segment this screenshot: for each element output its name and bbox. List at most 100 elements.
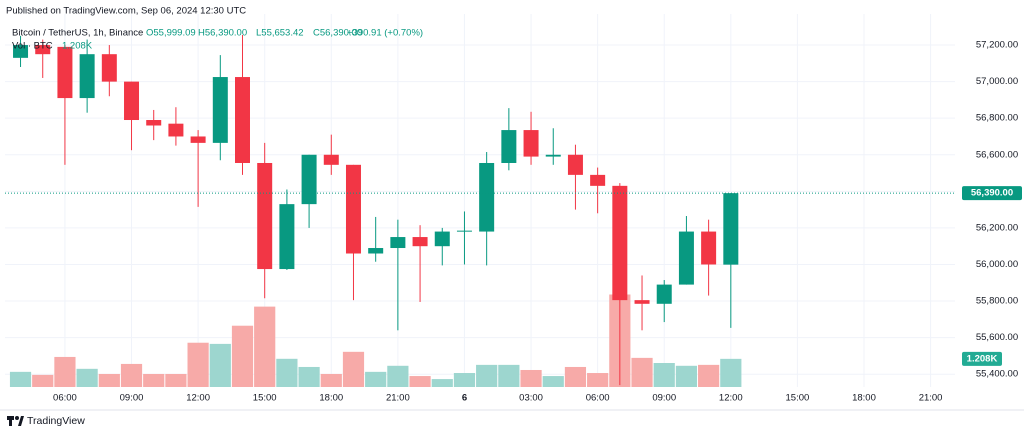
volume-bar (76, 368, 98, 387)
candle-body (701, 231, 717, 265)
volume-bar (298, 366, 320, 387)
x-tick-label: 18:00 (319, 393, 343, 404)
candle-body (456, 230, 472, 232)
candle-body (656, 284, 672, 304)
candle-body (678, 231, 694, 285)
x-tick-label: 12:00 (186, 393, 210, 404)
candle-body (212, 77, 228, 143)
symbol-title: Bitcoin / TetherUS, 1h, Binance (12, 28, 143, 39)
change-value: +390.91 (+0.70%) (347, 28, 423, 39)
volume-tag-label: 1.208K (967, 353, 998, 364)
candle-body (345, 164, 361, 254)
candle-layer (13, 34, 739, 386)
volume-bar (365, 371, 387, 387)
volume-bar (520, 369, 542, 387)
volume-bar (276, 358, 298, 387)
candle-body (57, 46, 73, 99)
candle-body (612, 185, 628, 301)
candle-body (323, 154, 339, 165)
low-value: L55,653.42 (256, 28, 304, 39)
x-tick-label: 06:00 (53, 393, 77, 404)
candle-body (301, 154, 317, 205)
y-tick-label: 57,200.00 (976, 40, 1018, 51)
candle-body (79, 54, 95, 99)
candle-body (146, 120, 162, 126)
candle-body (545, 154, 561, 157)
candle-body (168, 123, 184, 137)
volume-bar (120, 363, 143, 387)
volume-bar (254, 306, 276, 387)
x-tick-label: 12:00 (719, 393, 743, 404)
volume-bar (564, 366, 587, 387)
volume-bar (342, 351, 365, 387)
brand-logo (7, 416, 24, 426)
y-tick-label: 55,800.00 (976, 296, 1018, 307)
volume-tag (962, 351, 1002, 366)
candle-body (13, 45, 29, 58)
candle-body (412, 237, 428, 247)
volume-bar (231, 325, 254, 387)
x-tick-label: 15:00 (786, 393, 810, 404)
volume-bar (653, 363, 675, 387)
volume-bar (631, 357, 653, 387)
x-tick-label: 06:00 (586, 393, 610, 404)
volume-bar (209, 343, 231, 387)
last-price-tag (962, 186, 1022, 201)
candle-body (35, 45, 51, 55)
candle-body (723, 193, 739, 265)
candle-body (101, 54, 117, 82)
x-tick-label: 21:00 (919, 393, 943, 404)
y-tick-label: 55,400.00 (976, 369, 1018, 380)
y-tick-label: 56,000.00 (976, 259, 1018, 270)
published-note: Published on TradingView.com, Sep 06, 20… (6, 6, 246, 17)
volume-bar (498, 364, 520, 387)
candle-body (634, 300, 650, 304)
brand-name: TradingView (27, 415, 85, 427)
candle-body (235, 77, 250, 163)
axes: 06:00 09:00 12:00 15:00 18:00 21:00 6 03:00 06:0… (5, 40, 1022, 404)
volume-bar (165, 373, 187, 387)
candle-body (590, 174, 606, 186)
volume-bar (720, 358, 742, 387)
volume-bar (431, 379, 453, 387)
candle-body (279, 204, 295, 270)
y-tick-label: 55,600.00 (976, 332, 1018, 343)
candle-body (257, 162, 273, 270)
x-tick-label: 18:00 (852, 393, 876, 404)
volume-bar (32, 374, 54, 387)
volume-bar (9, 371, 32, 387)
volume-bar (587, 373, 609, 387)
volume-bar (187, 342, 209, 387)
x-tick-label: 03:00 (519, 393, 543, 404)
volume-bar (387, 365, 409, 387)
x-tick-label: 15:00 (253, 393, 277, 404)
candle-body (501, 130, 517, 163)
volume-bar (453, 373, 476, 387)
x-tick-label: 6 (462, 393, 467, 404)
x-tick-label: 09:00 (120, 393, 144, 404)
x-tick-label: 21:00 (386, 393, 410, 404)
open-value: O55,999.09 (146, 28, 196, 39)
candle-body (368, 248, 384, 254)
volume-value: 1.208K (62, 41, 93, 52)
y-tick-label: 57,000.00 (976, 76, 1018, 87)
candle-body (479, 162, 495, 232)
last-price-label: 56,390.00 (971, 188, 1013, 199)
volume-bar (98, 373, 120, 387)
candle-body (190, 136, 206, 143)
y-tick-label: 56,200.00 (976, 222, 1018, 233)
y-tick-label: 56,600.00 (976, 149, 1018, 160)
volume-bar (698, 364, 720, 387)
candle-body (390, 237, 406, 249)
high-value: H56,390.00 (198, 28, 247, 39)
candle-body (567, 154, 583, 175)
volume-bar (54, 356, 76, 387)
candle-body (434, 231, 450, 247)
volume-bar (143, 373, 165, 387)
volume-bar (409, 376, 431, 387)
volume-bar (675, 365, 698, 387)
volume-bar (320, 373, 342, 387)
volume-bar (476, 364, 498, 387)
